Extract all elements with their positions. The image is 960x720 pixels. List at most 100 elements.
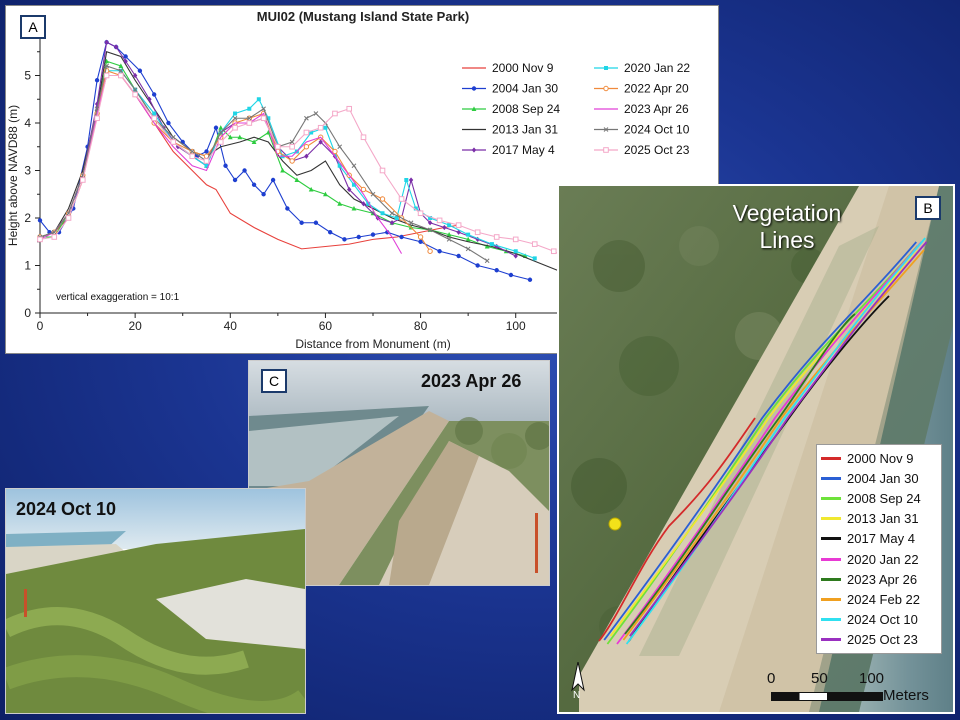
series-2020-jan-22 [38,68,537,261]
data-point [408,220,414,226]
map-legend-swatch [821,517,841,521]
data-point [118,63,124,68]
panel-a-profile-chart: A MUI02 (Mustang Island State Park) 0 20 40… [5,5,719,354]
data-point [351,205,357,211]
data-point [427,220,433,226]
data-point [256,97,261,102]
data-point [260,115,267,122]
series-2024-oct-10 [37,63,490,264]
data-point [313,111,319,116]
data-point [347,186,352,193]
data-point [37,236,43,243]
data-point [442,224,447,231]
data-point [474,229,481,236]
north-arrow: N [571,661,585,702]
data-point [261,106,266,112]
map-legend-entry: 2020 Jan 22 [821,549,937,569]
map-title: Vegetation Lines [717,200,857,254]
data-point [94,78,100,83]
x-tick-label: 0 [37,319,44,333]
map-legend-label: 2024 Oct 10 [847,612,918,628]
data-point [65,215,72,221]
data-point [218,125,224,130]
legend-label: 2023 Apr 26 [624,102,689,116]
data-point [332,148,338,155]
map-legend-label: 2020 Jan 22 [847,551,919,567]
data-point [398,196,405,202]
data-point [428,216,433,220]
data-point [455,222,462,228]
data-point [413,206,418,211]
series-2013-jan-31 [39,51,673,310]
data-point [242,168,247,173]
data-point [417,210,424,217]
data-point [232,177,238,183]
data-point [317,124,324,131]
y-tick-label: 2 [24,211,31,225]
y-axis-label: Height above NAVD88 (m) [6,105,20,246]
panel-c-photo: C 2023 Apr 26 [248,360,550,586]
data-point [285,206,290,211]
data-point [132,91,138,98]
data-point [404,178,409,182]
legend-label: 2022 Apr 20 [624,82,689,96]
data-point [427,227,433,233]
data-point [80,177,86,183]
data-point [170,134,176,140]
data-point [304,153,309,159]
map-legend-swatch [821,597,841,601]
data-point [380,211,385,216]
map-legend-swatch [821,638,841,642]
profile-chart: MUI02 (Mustang Island State Park)0 20 40 60… [6,9,716,351]
data-point [327,230,333,235]
data-point [304,115,309,121]
legend-label: 2000 Nov 9 [492,61,554,75]
data-point [337,201,343,206]
map-legend-entry: 2008 Sep 24 [821,488,937,508]
data-point [303,144,310,150]
north-arrow-icon [571,661,585,692]
data-point [289,158,295,164]
data-point [137,68,143,73]
series-line [39,41,531,281]
legend-entry: 2013 Jan 31 [462,123,558,137]
scale-unit: Meters [883,687,929,704]
data-point [51,229,57,235]
chart-title: MUI02 (Mustang Island State Park) [257,9,469,24]
data-point [303,129,310,136]
map-legend-swatch [821,618,841,622]
data-point [104,39,109,45]
legend-label: 2024 Oct 10 [624,123,690,137]
map-legend-label: 2017 May 4 [847,531,915,547]
legend-entry: 2024 Oct 10 [594,123,690,137]
data-point [465,236,471,242]
map-legend-swatch [821,577,841,581]
data-point [604,66,608,70]
panel-c-date: 2023 Apr 26 [421,371,522,391]
data-point [351,163,357,169]
legend-entry: 2025 Oct 23 [594,143,690,157]
x-tick-label: 20 [128,319,142,333]
series-line [39,74,459,250]
map-legend: 2000 Nov 9 2004 Jan 30 2008 Sep 24 2013 Jan… [816,444,942,654]
data-point [246,115,252,121]
data-point [370,232,376,237]
data-point [313,220,319,225]
data-point [332,110,338,117]
series-line [39,70,535,259]
vegetation-line-2000-nov-9 [598,417,756,642]
data-point [123,58,128,64]
vegetation-line-2024-oct-10 [625,237,926,645]
panel-d-photo: 2024 Oct 10 [5,488,306,714]
map-legend-entry: 2023 Apr 26 [821,569,937,589]
data-point [531,241,538,247]
data-point [204,163,209,168]
data-point [447,223,452,228]
scale-bar-graphic [771,692,883,701]
vegetation-line-2013-jan-31 [609,249,920,637]
north-label: N [573,690,581,701]
data-point [385,230,390,235]
y-tick-label: 0 [24,306,31,320]
map-legend-label: 2025 Oct 23 [847,632,918,648]
data-point [37,218,43,223]
